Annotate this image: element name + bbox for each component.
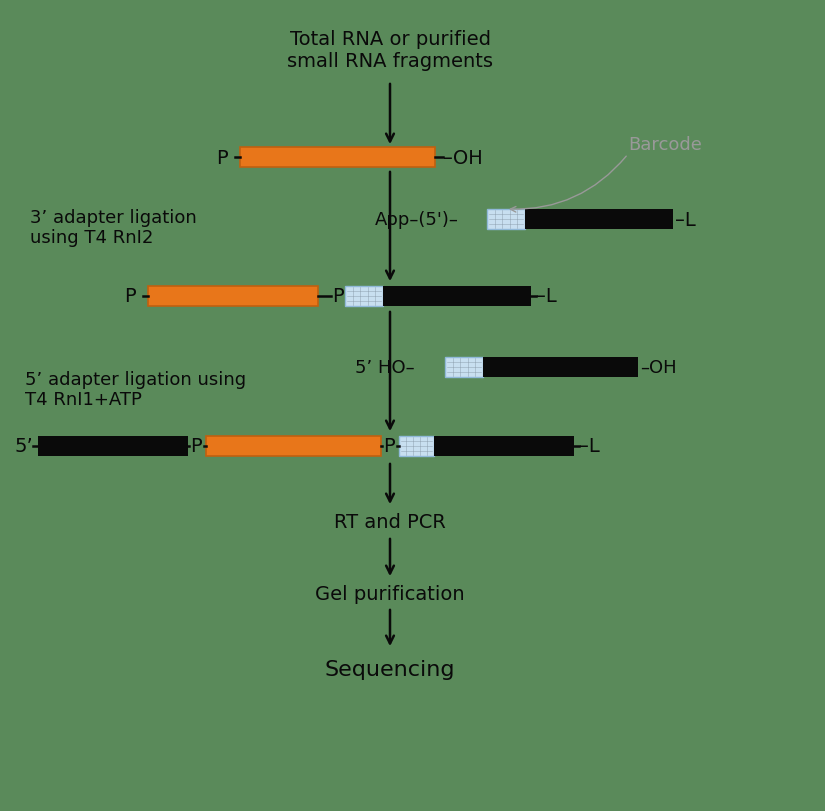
Text: Sequencing: Sequencing [325, 659, 455, 679]
Text: –OH: –OH [640, 358, 676, 376]
Text: P: P [216, 148, 228, 167]
Bar [383, 286, 531, 307]
Bar [38, 436, 188, 457]
Text: Total RNA or purified
small RNA fragments: Total RNA or purified small RNA fragment… [287, 30, 493, 71]
Bar [487, 210, 525, 230]
Text: Gel purification: Gel purification [315, 585, 464, 603]
Text: App–(5')–: App–(5')– [375, 211, 459, 229]
Bar [148, 286, 318, 307]
Bar [345, 286, 383, 307]
Bar [445, 358, 483, 378]
Bar [483, 358, 638, 378]
Text: P: P [190, 437, 201, 456]
Text: Barcode: Barcode [628, 135, 702, 154]
Bar [399, 436, 434, 457]
Text: RT and PCR: RT and PCR [334, 513, 446, 532]
Text: –L: –L [536, 287, 557, 306]
Bar [240, 148, 435, 168]
FancyArrowPatch shape [511, 157, 626, 212]
Bar [525, 210, 673, 230]
Text: 5’: 5’ [15, 437, 34, 456]
Text: –L: –L [579, 437, 600, 456]
Text: 5’ adapter ligation using
T4 RnI1+ATP: 5’ adapter ligation using T4 RnI1+ATP [25, 370, 246, 409]
Text: P: P [332, 287, 344, 306]
Text: P: P [125, 287, 136, 306]
Text: –OH: –OH [443, 148, 483, 167]
Text: –L: –L [675, 210, 695, 230]
Bar [206, 436, 381, 457]
Text: 3’ adapter ligation
using T4 RnI2: 3’ adapter ligation using T4 RnI2 [30, 208, 196, 247]
Text: P: P [383, 437, 394, 456]
Text: 5’ HO–: 5’ HO– [355, 358, 415, 376]
Bar [434, 436, 574, 457]
